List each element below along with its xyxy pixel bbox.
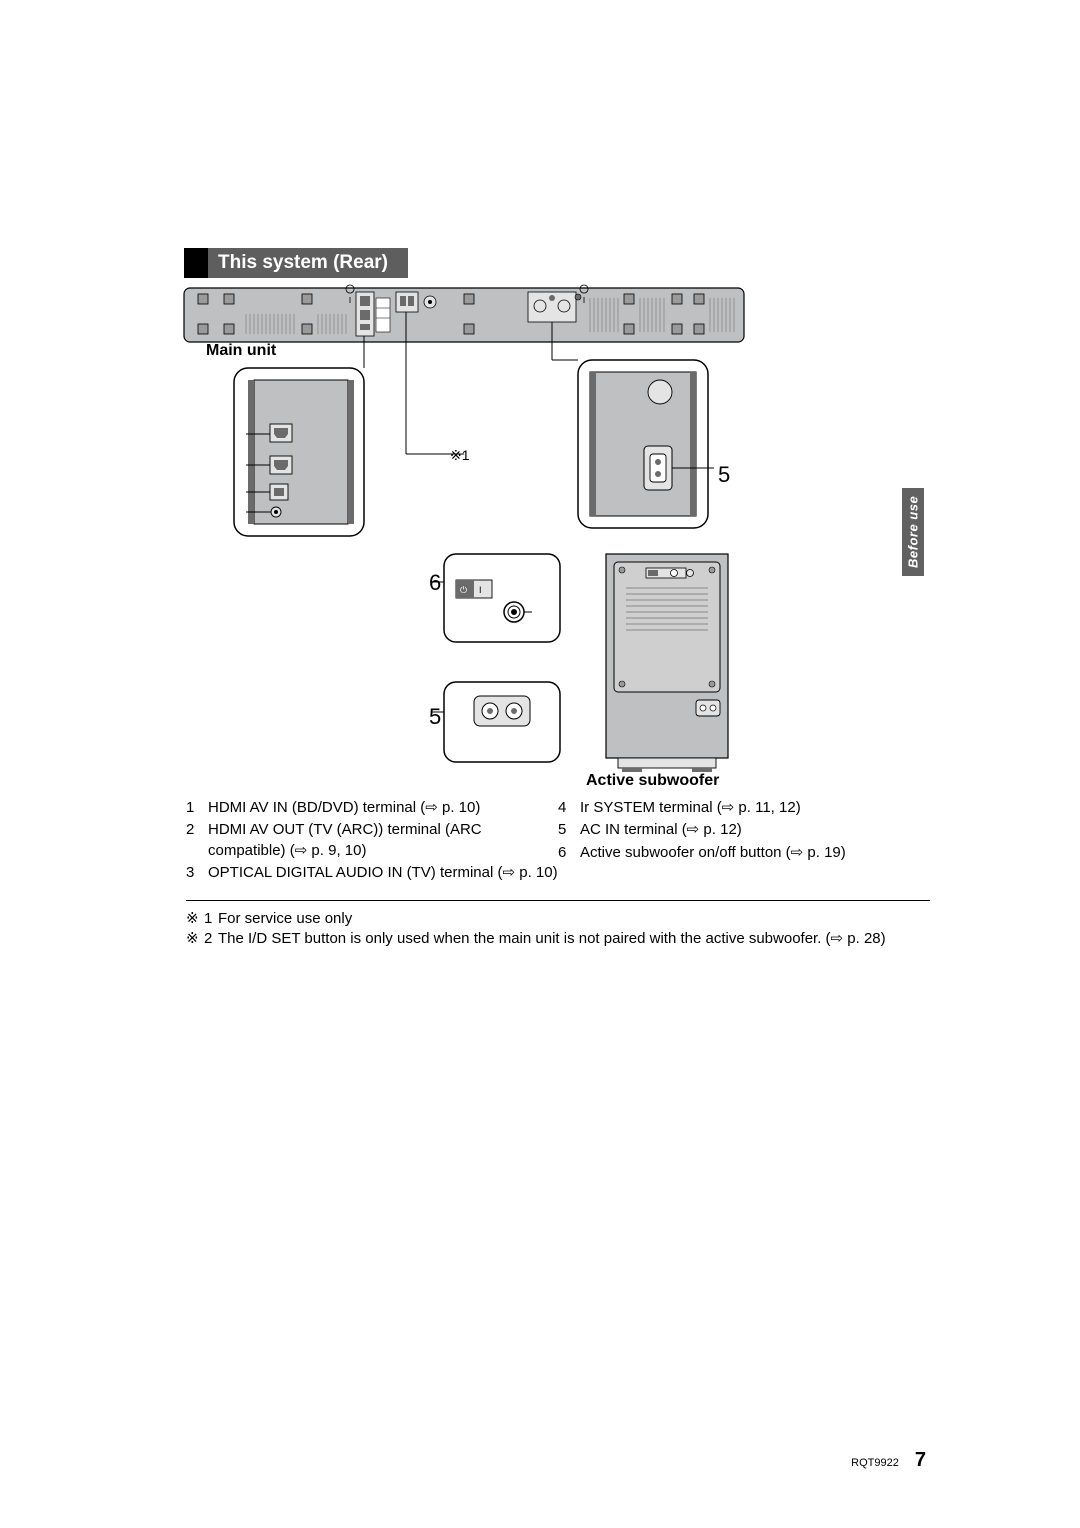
- legend-item: 4Ir SYSTEM terminal (⇨ p. 11, 12): [558, 798, 930, 818]
- divider: [186, 900, 930, 901]
- legend-right: 4Ir SYSTEM terminal (⇨ p. 11, 12) 5AC IN…: [558, 798, 930, 885]
- legend-item: 2HDMI AV OUT (TV (ARC)) terminal (ARC co…: [186, 820, 558, 861]
- manual-page: This system (Rear) Main unit 1 2 3 4 5 6…: [0, 0, 1080, 1528]
- soundbar-rear: [184, 285, 744, 342]
- section-title: This system (Rear): [208, 248, 408, 278]
- section-tab: Before use: [902, 488, 924, 576]
- subwoofer-acin-detail: [432, 682, 560, 762]
- legend-left: 1HDMI AV IN (BD/DVD) terminal (⇨ p. 10) …: [186, 798, 558, 885]
- page-number: 7: [915, 1449, 926, 1472]
- header-accent: [184, 248, 208, 278]
- doc-id: RQT9922: [851, 1457, 899, 1469]
- subwoofer-body: [560, 548, 728, 772]
- legend-item: 3OPTICAL DIGITAL AUDIO IN (TV) terminal …: [186, 863, 558, 883]
- main-unit-detail: [234, 368, 364, 536]
- legend-item: 6Active subwoofer on/off button (⇨ p. 19…: [558, 843, 930, 863]
- legend-item: 1HDMI AV IN (BD/DVD) terminal (⇨ p. 10): [186, 798, 558, 818]
- diagram-container: ⏻ I: [174, 284, 754, 779]
- footnotes: ※ 1 For service use only ※ 2 The I/D SET…: [186, 909, 930, 950]
- section-header: This system (Rear): [184, 248, 408, 278]
- svg-text:I: I: [479, 585, 482, 595]
- svg-text:⏻: ⏻: [460, 585, 467, 595]
- page-footer: RQT9922 7: [851, 1449, 926, 1472]
- acin-detail: [578, 360, 714, 528]
- legend-columns: 1HDMI AV IN (BD/DVD) terminal (⇨ p. 10) …: [186, 798, 930, 885]
- system-rear-diagram: ⏻ I: [174, 284, 754, 774]
- legend-item: 5AC IN terminal (⇨ p. 12): [558, 820, 930, 840]
- footnote-row: ※ 2 The I/D SET button is only used when…: [186, 929, 930, 949]
- subwoofer-top-detail: ⏻ I: [432, 554, 560, 642]
- footnote-row: ※ 1 For service use only: [186, 909, 930, 929]
